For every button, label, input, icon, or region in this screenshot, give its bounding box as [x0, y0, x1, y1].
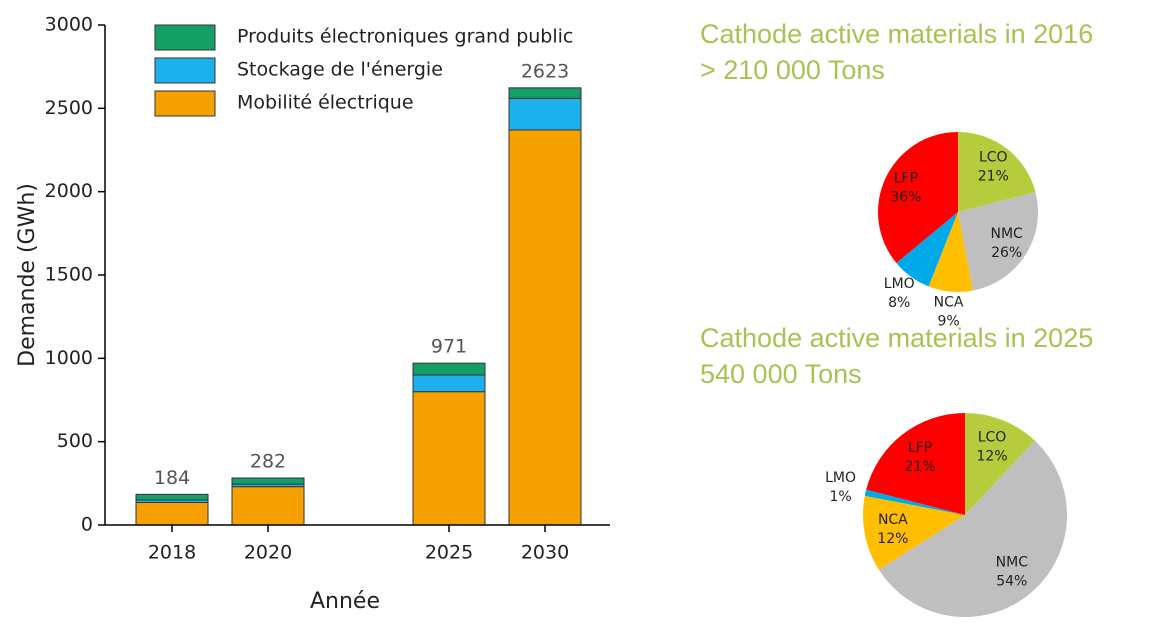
total-label: 2623: [521, 60, 569, 82]
pie-slice: [878, 132, 958, 263]
pie-slice: [958, 132, 1036, 212]
total-label: 282: [250, 451, 286, 473]
y-tick-label: 1500: [45, 264, 93, 286]
pie-category-label: NCA: [878, 512, 908, 528]
pie-value-label: 26%: [991, 245, 1022, 261]
pie-category-label: LFP: [908, 440, 932, 456]
pie-category-label: LCO: [978, 430, 1007, 446]
y-tick-label: 1000: [45, 347, 93, 369]
legend-swatch: [154, 57, 216, 84]
pie-title: Cathode active materials in 2016: [700, 19, 1093, 49]
pie-slice: [958, 192, 1038, 291]
pie-slice: [866, 413, 965, 515]
bar-segment: [412, 362, 486, 376]
bar-segment: [135, 502, 209, 526]
x-tick-label: 2025: [425, 542, 473, 564]
pie-slice: [864, 489, 965, 515]
pie-slice: [896, 212, 958, 287]
bar-segment: [508, 97, 582, 131]
pie-category-label: NMC: [996, 555, 1029, 571]
bar-segment: [231, 486, 305, 526]
pie-value-label: 12%: [976, 449, 1007, 465]
y-axis-label: Demande (GWh): [15, 183, 40, 367]
legend-label: Mobilité électrique: [237, 92, 414, 114]
bar-segment: [231, 477, 305, 485]
pie-value-label: 12%: [877, 531, 908, 547]
pie-value-label: 1%: [829, 489, 851, 505]
pie-value-label: 8%: [888, 295, 910, 311]
pie-value-label: 9%: [937, 314, 959, 330]
legend-swatch: [154, 90, 216, 117]
x-tick-label: 2030: [521, 542, 569, 564]
y-tick-label: 500: [57, 430, 93, 452]
pie-category-label: LFP: [894, 170, 918, 186]
pie-slice: [878, 440, 1067, 617]
x-tick-label: 2020: [244, 542, 292, 564]
y-tick-label: 3000: [45, 14, 93, 36]
pie-category-label: LMO: [884, 276, 915, 292]
x-axis-label: Année: [310, 589, 380, 614]
bar-segment: [412, 374, 486, 393]
pie-value-label: 21%: [978, 168, 1009, 184]
x-tick-label: 2018: [148, 542, 196, 564]
bar-segment: [508, 129, 582, 526]
total-label: 971: [431, 336, 467, 358]
pie-category-label: NCA: [934, 295, 964, 311]
pie-value-label: 36%: [890, 189, 921, 205]
pie-category-label: NMC: [990, 226, 1023, 242]
y-tick-label: 2500: [45, 97, 93, 119]
legend-label: Produits électroniques grand public: [237, 26, 573, 48]
total-label: 184: [154, 467, 190, 489]
pie-category-label: LCO: [979, 149, 1008, 165]
pie-title: Cathode active materials in 2025: [700, 323, 1093, 353]
pie-slice: [863, 495, 965, 570]
pie-value-label: 21%: [904, 459, 935, 475]
pie-value-label: 54%: [996, 574, 1027, 590]
y-tick-label: 2000: [45, 180, 93, 202]
legend-label: Stockage de l'énergie: [237, 59, 443, 81]
y-tick-label: 0: [81, 514, 93, 536]
pie-category-label: LMO: [825, 470, 856, 486]
bar-segment: [135, 493, 209, 501]
pie-slice: [928, 212, 973, 292]
pie-slice: [965, 413, 1035, 515]
bar-segment: [508, 87, 582, 99]
pie-title: > 210 000 Tons: [700, 55, 885, 85]
pie-title: 540 000 Tons: [700, 359, 862, 389]
bar-segment: [412, 391, 486, 526]
legend-swatch: [154, 24, 216, 51]
